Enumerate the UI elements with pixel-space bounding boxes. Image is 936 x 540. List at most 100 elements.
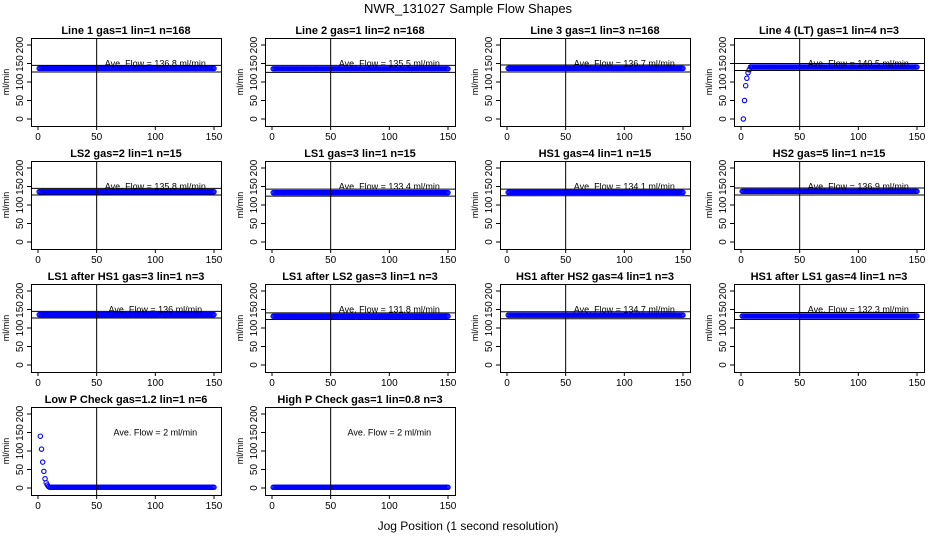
chart-panel-4: Line 4 (LT) gas=1 lin=4 n=3 Ave. Flow = 1… [704,25,926,143]
chart-panel-9: LS1 after HS1 gas=3 lin=1 n=3 Ave. Flow =… [1,271,223,389]
x-tick-label: 150 [909,378,926,389]
data-point [680,312,686,318]
y-tick-label: 0 [15,485,26,491]
y-tick-label: 50 [718,218,729,230]
y-tick-label: 50 [15,341,26,353]
y-tick-label: 0 [249,362,260,368]
y-axis-label: ml/min [235,315,245,342]
y-tick-label: 100 [484,319,495,336]
chart-panel-10: LS1 after LS2 gas=3 lin=1 n=3 Ave. Flow =… [235,271,457,389]
y-tick-label: 0 [15,239,26,245]
panel-title: High P Check gas=1 lin=0.8 n=3 [277,394,442,406]
x-tick-label: 100 [616,132,633,143]
plot-frame [734,38,925,127]
y-tick-label: 100 [484,196,495,213]
data-point [211,311,217,318]
plot-frame [265,161,456,250]
plot-frame [734,161,925,250]
x-tick-label: 50 [560,378,572,389]
y-tick-label: 150 [484,55,495,72]
main-xlabel: Jog Position (1 second resolution) [377,519,559,533]
data-point [211,484,217,491]
y-axis-label: ml/min [470,69,480,96]
plot-frame [31,284,222,373]
y-axis-label: ml/min [235,438,245,465]
y-tick-label: 150 [249,301,260,318]
x-tick-label: 100 [147,255,164,266]
y-tick-label: 150 [15,424,26,441]
panel-title: Low P Check gas=1.2 lin=1 n=6 [45,394,208,406]
y-tick-label: 100 [718,73,729,90]
x-tick-label: 0 [269,501,275,512]
y-tick-label: 100 [484,73,495,90]
flow-annotation: Ave. Flow = 136.9 ml/min [808,182,909,192]
y-tick-label: 100 [15,196,26,213]
y-tick-label: 200 [15,159,26,176]
y-tick-label: 100 [15,73,26,90]
flow-annotation: Ave. Flow = 2 ml/min [114,428,198,438]
y-axis-label: ml/min [704,192,714,219]
y-tick-label: 50 [718,95,729,107]
x-tick-label: 0 [35,255,41,266]
x-tick-label: 100 [850,378,867,389]
x-tick-label: 0 [35,378,41,389]
x-tick-label: 100 [147,132,164,143]
y-tick-label: 200 [718,282,729,299]
data-point [41,468,47,475]
chart-panel-11: HS1 after HS2 gas=4 lin=1 n=3 Ave. Flow =… [470,271,692,389]
x-tick-label: 50 [91,501,103,512]
x-tick-label: 150 [675,378,692,389]
data-point [211,65,217,72]
plot-frame [265,38,456,127]
y-tick-label: 200 [249,36,260,53]
x-tick-label: 0 [504,378,510,389]
x-tick-label: 150 [206,378,223,389]
flow-annotation: Ave. Flow = 132.3 ml/min [808,305,909,315]
x-tick-label: 150 [440,132,457,143]
y-tick-label: 0 [249,485,260,491]
flow-annotation: Ave. Flow = 140.5 ml/min [808,59,909,69]
x-tick-label: 50 [325,501,337,512]
flow-annotation: Ave. Flow = 136.7 ml/min [574,59,675,69]
y-tick-label: 200 [718,36,729,53]
y-tick-label: 0 [484,362,495,368]
x-tick-label: 100 [147,378,164,389]
y-tick-label: 150 [484,178,495,195]
y-axis-label: ml/min [1,315,11,342]
data-point [740,116,747,122]
x-tick-label: 50 [325,255,337,266]
y-tick-label: 50 [484,341,495,353]
chart-panel-7: HS1 gas=4 lin=1 n=15 Ave. Flow = 134.1 ml… [470,148,692,266]
plot-frame [265,284,456,373]
data-point [914,188,920,195]
x-tick-label: 0 [35,501,41,512]
x-tick-label: 0 [738,378,744,389]
y-tick-label: 0 [718,239,729,245]
x-tick-label: 100 [381,255,398,266]
y-tick-label: 100 [249,196,260,213]
chart-panel-12: HS1 after LS1 gas=4 lin=1 n=3 Ave. Flow =… [704,271,926,389]
y-tick-label: 200 [718,159,729,176]
x-tick-label: 0 [269,132,275,143]
x-tick-label: 0 [738,255,744,266]
x-tick-label: 0 [504,132,510,143]
data-point [742,82,749,89]
x-tick-label: 100 [850,255,867,266]
x-tick-label: 150 [440,255,457,266]
y-tick-label: 50 [484,218,495,230]
x-tick-label: 150 [206,255,223,266]
panel-title: HS1 after HS2 gas=4 lin=1 n=3 [516,271,674,283]
plot-frame [500,38,691,127]
x-tick-label: 50 [794,255,806,266]
y-axis-label: ml/min [1,192,11,219]
data-point [744,75,750,82]
panel-title: Line 3 gas=1 lin=3 n=168 [530,25,659,37]
y-tick-label: 0 [15,116,26,122]
chart-panel-1: Line 1 gas=1 lin=1 n=168 Ave. Flow = 136.… [1,25,223,143]
flow-annotation: Ave. Flow = 136.8 ml/min [105,59,206,69]
chart-panel-6: LS1 gas=3 lin=1 n=15 Ave. Flow = 133.4 ml… [235,148,457,266]
data-point [445,66,451,72]
x-tick-label: 100 [616,255,633,266]
y-tick-label: 100 [718,319,729,336]
flow-annotation: Ave. Flow = 134.1 ml/min [574,182,675,192]
